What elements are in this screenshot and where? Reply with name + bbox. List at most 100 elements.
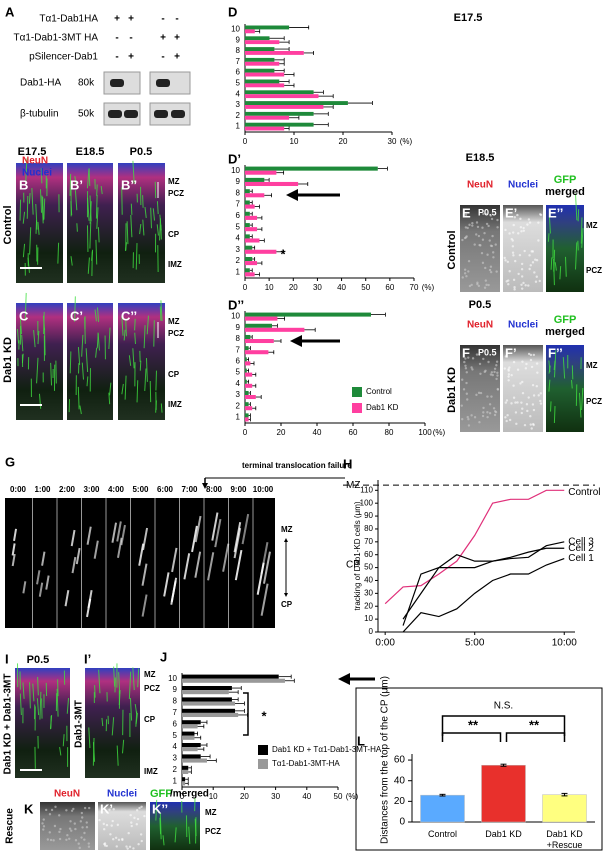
time-label: 1:00 <box>34 485 51 494</box>
nucleus <box>137 842 140 846</box>
nucleus <box>140 839 143 843</box>
cell-process <box>547 233 550 242</box>
nucleus <box>133 816 136 820</box>
nucleus <box>468 223 471 227</box>
bar <box>182 712 239 718</box>
cell-process <box>559 266 562 280</box>
blot-sign: - <box>161 52 164 63</box>
nucleus <box>513 216 517 219</box>
nucleus <box>487 360 490 364</box>
zone-label: IMZ <box>144 767 158 776</box>
blot-sign: - <box>161 14 164 25</box>
stain-label: NeuN <box>22 156 48 167</box>
nucleus <box>518 253 522 257</box>
nucleus <box>464 364 467 367</box>
cell-process <box>16 328 20 344</box>
nucleus <box>464 213 468 217</box>
nucleus <box>85 825 89 829</box>
y-tick-label: 10 <box>231 312 240 321</box>
bar <box>245 238 260 243</box>
zone-label: PCZ <box>144 684 160 693</box>
cell-process <box>29 682 31 709</box>
cell-process <box>50 362 53 386</box>
y-tick-label: 7 <box>236 345 241 354</box>
cell-process <box>548 215 551 234</box>
bar <box>245 94 319 99</box>
legend-swatch <box>258 759 268 769</box>
nucleus <box>486 253 489 256</box>
blot-sign: + <box>128 52 134 63</box>
nucleus <box>528 221 532 224</box>
bar <box>245 57 275 62</box>
nucleus <box>523 249 526 253</box>
bar <box>245 25 290 30</box>
x-tick-label: 30 <box>313 283 322 292</box>
chart-title: E17.5 <box>454 12 483 24</box>
panel-letter: G <box>5 454 15 469</box>
cell-process <box>146 315 149 335</box>
nucleus <box>41 822 44 825</box>
panel-letter: E <box>462 205 471 220</box>
band <box>110 79 124 87</box>
cell <box>211 512 219 541</box>
time-label: 9:00 <box>230 485 247 494</box>
nucleus <box>49 838 53 842</box>
series-label: Cell 3 <box>568 536 594 547</box>
zone-label: PCZ <box>586 266 602 275</box>
nucleus <box>515 422 518 426</box>
cell-process <box>128 355 132 366</box>
cell-process <box>59 747 62 756</box>
stage-label: E17.5 <box>18 146 47 158</box>
y-tick-label: 3 <box>173 754 178 763</box>
nucleus <box>463 236 467 240</box>
legend-label: Tα1-Dab1-3MT-HA <box>272 759 340 768</box>
bar <box>245 316 278 321</box>
nucleus <box>69 820 72 823</box>
bar <box>245 40 280 45</box>
nucleus <box>109 833 112 836</box>
x-tick-label: 80 <box>385 428 394 437</box>
x-tick-label: 10 <box>290 137 299 146</box>
band-label: Dab1-HA <box>20 78 61 89</box>
nucleus <box>532 422 535 426</box>
panel-letter: D’ <box>228 151 241 166</box>
nucleus <box>503 367 506 370</box>
blot-row-label: pSilencer-Dab1 <box>29 52 98 63</box>
cell-process <box>139 223 142 235</box>
bar <box>182 674 279 679</box>
nucleus <box>504 228 507 232</box>
nucleus <box>78 846 81 850</box>
cell-process <box>81 334 84 357</box>
x-unit: (%) <box>422 283 435 292</box>
cell-process <box>159 817 162 835</box>
x-tick-label: 40 <box>313 428 322 437</box>
bar <box>245 166 378 171</box>
cell <box>260 542 269 575</box>
nucleus <box>479 372 482 376</box>
nucleus <box>482 357 485 361</box>
nucleus <box>138 806 141 810</box>
panel-letter: K <box>24 801 34 816</box>
x-tick-label: 60 <box>349 428 358 437</box>
nucleus <box>461 417 464 421</box>
band <box>156 79 170 87</box>
micrograph <box>16 163 63 283</box>
bar <box>182 781 186 786</box>
panel-letter: B’ <box>70 177 83 192</box>
nucleus <box>114 836 118 839</box>
nucleus <box>507 373 511 376</box>
panel-letter: F’ <box>505 345 517 360</box>
nucleus <box>512 396 516 399</box>
nucleus <box>519 226 523 229</box>
nucleus <box>495 364 498 367</box>
bar <box>245 126 285 131</box>
panel-letter: B <box>19 177 28 192</box>
bar <box>245 346 249 351</box>
bar <box>245 350 269 355</box>
nucleus <box>527 218 531 221</box>
cell-process <box>129 697 133 721</box>
y-tick-label: 2 <box>236 401 241 410</box>
blot-row-label: Tα1-Dab1HA <box>39 14 98 25</box>
nucleus <box>487 224 490 228</box>
